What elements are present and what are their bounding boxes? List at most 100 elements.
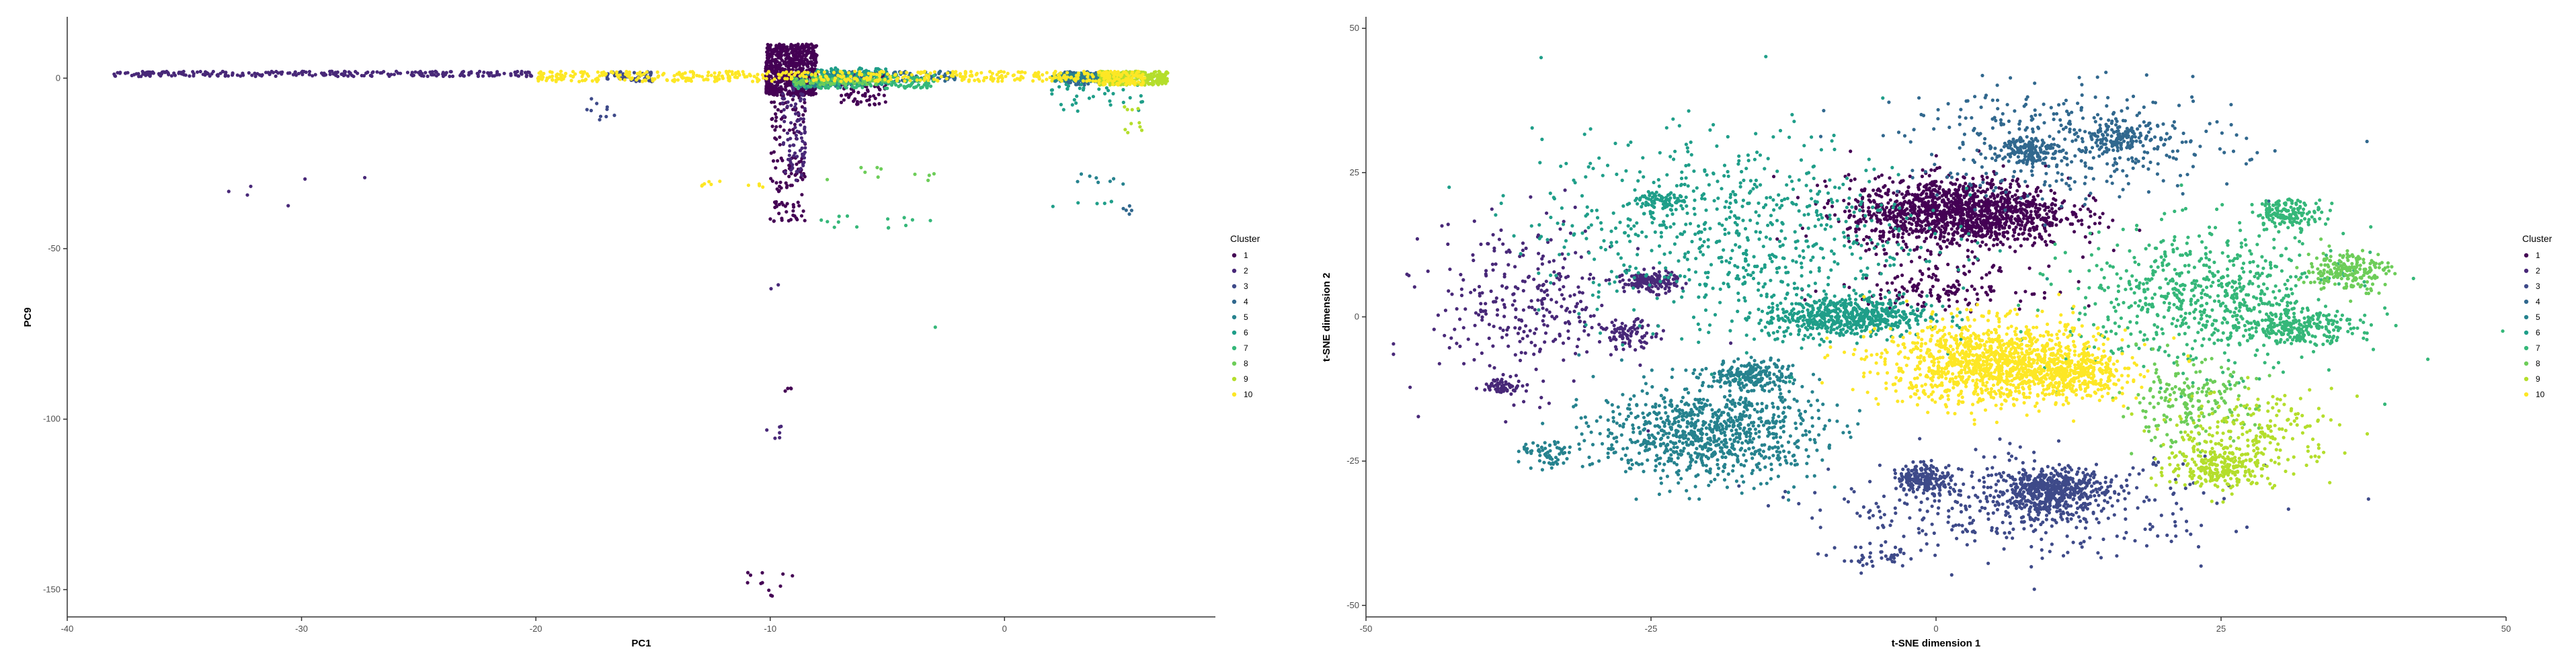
tsne-point-cluster-2 bbox=[1489, 289, 1493, 293]
tsne-point-cluster-1 bbox=[1939, 231, 1943, 235]
tsne-point-cluster-1 bbox=[2031, 221, 2035, 225]
pca-point-cluster-10 bbox=[700, 184, 704, 188]
tsne-point-cluster-1 bbox=[1929, 168, 1933, 172]
pca-point-cluster-10 bbox=[951, 74, 955, 78]
tsne-point-cluster-1 bbox=[1947, 298, 1951, 302]
tsne-point-cluster-1 bbox=[1886, 187, 1890, 192]
pca-point-cluster-6 bbox=[1111, 91, 1115, 95]
pca-point-cluster-10 bbox=[976, 77, 980, 81]
pca-point-cluster-1 bbox=[803, 218, 807, 222]
tsne-point-cluster-2 bbox=[1490, 207, 1494, 211]
pca-point-cluster-1 bbox=[796, 44, 800, 48]
tsne-point-cluster-1 bbox=[2015, 197, 2019, 201]
tsne-point-cluster-1 bbox=[2025, 237, 2029, 241]
tsne-point-cluster-2 bbox=[1475, 342, 1479, 346]
pca-point-cluster-10 bbox=[849, 75, 853, 79]
tsne-point-cluster-2 bbox=[1415, 237, 1419, 241]
pca-point-cluster-1 bbox=[795, 54, 800, 58]
pca-point-cluster-1 bbox=[777, 212, 781, 216]
pca-point-cluster-1 bbox=[780, 50, 784, 54]
pca-point-cluster-10 bbox=[676, 78, 680, 82]
tsne-point-cluster-1 bbox=[1972, 287, 1976, 291]
pca-point-cluster-1 bbox=[772, 200, 777, 204]
tsne-point-cluster-2 bbox=[1560, 293, 1564, 297]
tsne-point-cluster-1 bbox=[2017, 216, 2021, 220]
pca-scatter-panel: -40 -30 -20 -10 00-50-100-150 PC1 PC9 Cluste… bbox=[22, 17, 1260, 649]
tsne-point-cluster-1 bbox=[2031, 225, 2036, 229]
tsne-point-cluster-2 bbox=[1558, 334, 1562, 338]
tsne-point-cluster-1 bbox=[1867, 212, 1871, 216]
tsne-point-cluster-1 bbox=[2015, 179, 2019, 183]
tsne-point-cluster-2 bbox=[1498, 326, 1502, 330]
pca-point-cluster-10 bbox=[1000, 79, 1004, 83]
tsne-point-cluster-1 bbox=[1849, 149, 1853, 153]
pca-point-cluster-10 bbox=[1053, 71, 1057, 75]
tsne-point-cluster-2 bbox=[1529, 299, 1533, 303]
tsne-point-cluster-1 bbox=[1920, 290, 1924, 294]
tsne-point-cluster-1 bbox=[1975, 202, 1979, 206]
pca-point-cluster-2 bbox=[782, 120, 787, 124]
tsne-point-cluster-1 bbox=[1897, 212, 1901, 216]
pca-point-cluster-10 bbox=[645, 70, 649, 74]
tsne-point-cluster-1 bbox=[1988, 271, 1992, 275]
pca-point-cluster-1 bbox=[799, 214, 804, 218]
tsne-point-cluster-1 bbox=[2003, 222, 2007, 226]
pca-point-cluster-8 bbox=[865, 83, 869, 87]
pca-point-cluster-2 bbox=[795, 170, 799, 174]
tsne-point-cluster-1 bbox=[1919, 224, 1924, 228]
tsne-point-cluster-1 bbox=[1966, 249, 1970, 253]
tsne-point-cluster-2 bbox=[1469, 290, 1473, 294]
pca-point-cluster-2 bbox=[797, 112, 801, 116]
pca-point-cluster-7 bbox=[860, 85, 864, 89]
pca-point-cluster-1 bbox=[766, 90, 770, 94]
tsne-point-cluster-1 bbox=[2101, 212, 2105, 216]
tsne-point-cluster-2 bbox=[1473, 323, 1477, 327]
tsne-point-cluster-1 bbox=[1955, 200, 1959, 204]
tsne-point-cluster-1 bbox=[2019, 244, 2023, 248]
pca-x-tick-label: -20 bbox=[530, 624, 542, 634]
pca-point-cluster-10 bbox=[635, 71, 639, 76]
tsne-point-cluster-1 bbox=[1923, 209, 1927, 213]
pca-point-cluster-4 bbox=[1074, 83, 1078, 87]
tsne-point-cluster-1 bbox=[1928, 186, 1932, 190]
tsne-point-cluster-1 bbox=[2022, 192, 2026, 196]
pca-point-cluster-10 bbox=[675, 72, 679, 76]
tsne-point-cluster-2 bbox=[1491, 344, 1495, 348]
pca-point-cluster-8 bbox=[821, 82, 826, 86]
pca-point-cluster-2 bbox=[795, 129, 799, 134]
tsne-point-cluster-1 bbox=[2093, 222, 2097, 226]
tsne-point-cluster-1 bbox=[2043, 208, 2047, 212]
tsne-point-cluster-2 bbox=[1536, 298, 1540, 302]
pca-point-cluster-10 bbox=[700, 75, 705, 79]
pca-point-cluster-1 bbox=[840, 93, 844, 97]
pca-point-cluster-1 bbox=[765, 50, 769, 54]
pca-point-cluster-10 bbox=[760, 73, 764, 77]
pca-point-cluster-2 bbox=[793, 112, 798, 116]
tsne-point-cluster-1 bbox=[1905, 207, 1909, 211]
pca-point-cluster-10 bbox=[1023, 71, 1027, 75]
pca-point-cluster-6 bbox=[1050, 92, 1054, 96]
tsne-point-cluster-2 bbox=[1549, 238, 1553, 242]
pca-point-cluster-4 bbox=[1127, 212, 1131, 216]
tsne-x-tick-label: 25 bbox=[2216, 624, 2226, 634]
tsne-point-cluster-2 bbox=[1490, 262, 1494, 266]
pca-point-cluster-6 bbox=[876, 67, 880, 71]
pca-point-cluster-2 bbox=[198, 69, 202, 74]
tsne-point-cluster-1 bbox=[2024, 214, 2028, 218]
pca-point-cluster-2 bbox=[264, 71, 268, 75]
tsne-point-cluster-2 bbox=[1563, 257, 1567, 261]
tsne-point-cluster-2 bbox=[1504, 250, 1508, 254]
tsne-point-cluster-1 bbox=[1919, 278, 1923, 282]
pca-point-cluster-2 bbox=[778, 435, 782, 439]
tsne-point-cluster-1 bbox=[1880, 173, 1884, 177]
tsne-point-cluster-2 bbox=[1494, 262, 1498, 266]
pca-point-cluster-2 bbox=[241, 73, 245, 77]
pca-point-cluster-1 bbox=[770, 100, 774, 104]
tsne-point-cluster-1 bbox=[1901, 179, 1905, 183]
tsne-point-cluster-2 bbox=[1542, 323, 1546, 327]
tsne-point-cluster-2 bbox=[1527, 305, 1531, 309]
tsne-point-cluster-1 bbox=[1847, 239, 1851, 243]
pca-point-cluster-1 bbox=[867, 97, 871, 102]
pca-point-cluster-10 bbox=[1136, 75, 1140, 79]
pca-point-cluster-10 bbox=[665, 78, 670, 83]
